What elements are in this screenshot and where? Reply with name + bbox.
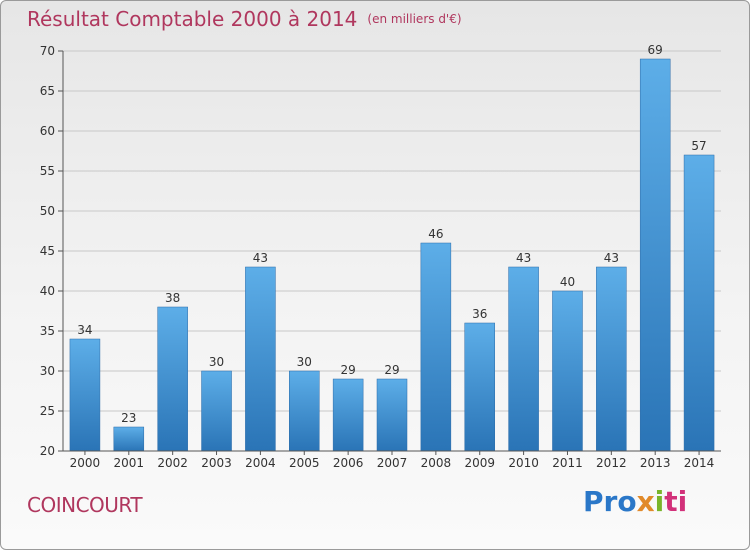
x-tick-label-2007: 2007 <box>377 456 408 470</box>
bar-2013 <box>639 58 671 452</box>
bar-2011 <box>552 290 583 452</box>
data-label-2001: 23 <box>121 411 136 425</box>
axes: 20 25 30 35 40 45 50 55 60 65 70 2000 2001 2002 2003 20… <box>40 44 721 470</box>
data-label-2004: 43 <box>253 251 268 265</box>
data-label-2000: 34 <box>77 323 92 337</box>
y-tick-label-45: 45 <box>40 244 55 258</box>
x-tick-label-2004: 2004 <box>245 456 276 470</box>
title-main: Résultat Comptable 2000 à 2014 <box>27 7 358 31</box>
data-label-2011: 40 <box>560 275 575 289</box>
x-tick-label-2003: 2003 <box>201 456 232 470</box>
x-tick-label-2009: 2009 <box>464 456 495 470</box>
bar-2003 <box>201 370 232 452</box>
logo-part-2: x <box>636 485 655 518</box>
bars: 34 23 38 30 43 30 29 29 46 36 43 40 43 69 57 <box>69 43 715 452</box>
bar-2005 <box>289 370 320 452</box>
y-tick-label-30: 30 <box>40 364 55 378</box>
logo-part-1: Pro <box>583 485 637 518</box>
x-tick-label-2000: 2000 <box>70 456 101 470</box>
proxiti-logo[interactable]: Proxiti <box>583 485 687 518</box>
data-label-2006: 29 <box>340 363 355 377</box>
bar-2008 <box>420 242 452 452</box>
y-tick-label-55: 55 <box>40 164 55 178</box>
logo-part-4: ti <box>664 485 688 518</box>
data-label-2009: 36 <box>472 307 487 321</box>
logo-part-3: i <box>654 485 665 518</box>
data-label-2013: 69 <box>648 43 663 57</box>
bar-2001 <box>113 426 145 452</box>
bar-2007 <box>376 378 408 452</box>
x-tick-label-2005: 2005 <box>289 456 320 470</box>
bar-2010 <box>508 266 539 452</box>
y-tick-label-20: 20 <box>40 444 55 458</box>
data-label-2008: 46 <box>428 227 443 241</box>
y-tick-label-65: 65 <box>40 84 55 98</box>
x-tick-label-2012: 2012 <box>596 456 627 470</box>
y-tick-label-70: 70 <box>40 44 55 58</box>
y-tick-label-40: 40 <box>40 284 55 298</box>
x-tick-label-2001: 2001 <box>114 456 145 470</box>
data-label-2005: 30 <box>297 355 312 369</box>
data-label-2007: 29 <box>384 363 399 377</box>
bar-2000 <box>69 338 101 452</box>
bar-2004 <box>245 266 276 452</box>
bar-2012 <box>596 266 627 452</box>
data-label-2012: 43 <box>604 251 619 265</box>
data-label-2003: 30 <box>209 355 224 369</box>
x-tick-label-2006: 2006 <box>333 456 364 470</box>
y-tick-label-50: 50 <box>40 204 55 218</box>
x-tick-label-2013: 2013 <box>640 456 671 470</box>
commune-name: COINCOURT <box>27 493 143 517</box>
x-tick-label-2002: 2002 <box>157 456 188 470</box>
y-tick-label-25: 25 <box>40 404 55 418</box>
x-tick-label-2014: 2014 <box>684 456 715 470</box>
bar-2014 <box>683 154 715 452</box>
x-tick-label-2011: 2011 <box>552 456 583 470</box>
title-unit: (en milliers d'€) <box>367 12 462 26</box>
chart-title: Résultat Comptable 2000 à 2014 (en millie… <box>27 7 462 31</box>
bar-2002 <box>157 306 188 452</box>
data-label-2010: 43 <box>516 251 531 265</box>
data-label-2014: 57 <box>691 139 706 153</box>
bar-2009 <box>464 322 495 452</box>
x-tick-label-2010: 2010 <box>508 456 539 470</box>
bar-2006 <box>332 378 364 452</box>
data-label-2002: 38 <box>165 291 180 305</box>
y-tick-label-35: 35 <box>40 324 55 338</box>
y-tick-label-60: 60 <box>40 124 55 138</box>
x-tick-label-2008: 2008 <box>421 456 452 470</box>
